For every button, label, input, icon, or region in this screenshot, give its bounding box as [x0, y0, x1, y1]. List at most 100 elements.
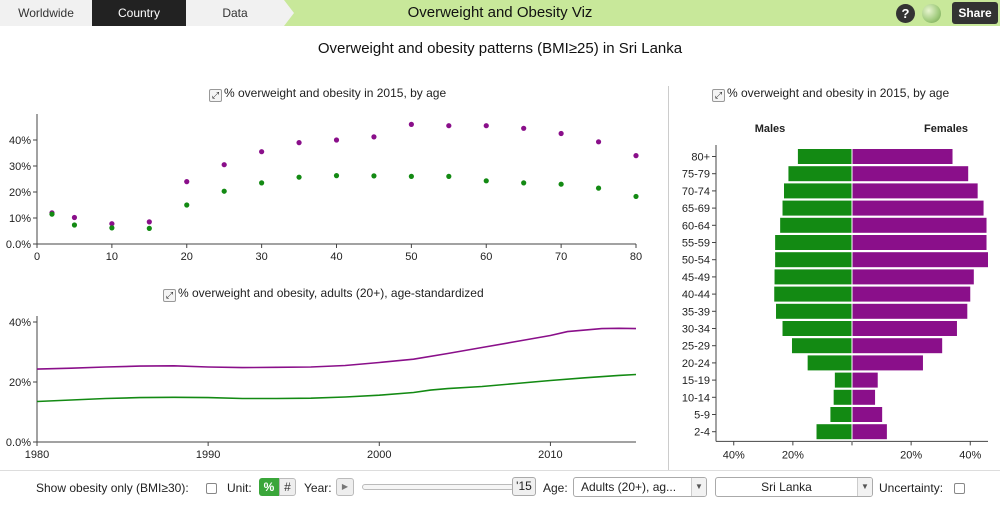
trend-x-tick-label: 1990 [196, 449, 220, 461]
male-point [71, 222, 78, 228]
age-label: Age: [543, 481, 568, 495]
obesity-only-label: Show obesity only (BMI≥30): [36, 481, 189, 495]
males-legend-label: Males [755, 123, 786, 135]
age-group-label: 65-69 [682, 203, 710, 215]
unit-percent-button[interactable]: % [259, 478, 279, 496]
male-bar [791, 338, 852, 354]
female-bar [852, 200, 984, 216]
scatter-x-tick-label: 40 [330, 251, 342, 263]
male-point [184, 202, 190, 208]
pyramid-title: ⤢% overweight and obesity in 2015, by ag… [712, 86, 949, 102]
age-group-label: 15-19 [682, 375, 710, 387]
year-slider-handle[interactable]: '15 [512, 477, 536, 496]
pyramid-x-tick-label: 40% [723, 449, 745, 461]
females-legend-label: Females [924, 123, 968, 135]
age-select-value: Adults (20+), ag... [581, 480, 677, 494]
expand-icon[interactable]: ⤢ [209, 89, 222, 102]
female-point [371, 134, 377, 140]
unit-number-button[interactable]: # [279, 478, 296, 496]
age-group-label: 55-59 [682, 238, 710, 250]
female-bar [852, 321, 957, 336]
age-scatter-title: ⤢% overweight and obesity in 2015, by ag… [209, 86, 446, 102]
age-group-label: 70-74 [682, 186, 710, 198]
female-bar [852, 389, 876, 405]
expand-icon[interactable]: ⤢ [163, 289, 176, 302]
chevron-down-icon: ▼ [691, 478, 706, 496]
age-group-label: 10-14 [682, 392, 710, 404]
uncertainty-checkbox[interactable] [954, 483, 965, 494]
scatter-x-tick-label: 10 [106, 251, 118, 263]
page-title: Overweight and obesity patterns (BMI≥25)… [317, 40, 683, 57]
female-point [296, 140, 302, 146]
female-point [558, 130, 564, 137]
scatter-x-tick-label: 50 [405, 251, 417, 263]
male-bar [775, 252, 852, 268]
female-point [221, 162, 227, 168]
age-group-label: 35-39 [682, 306, 710, 318]
age-scatter-title-text: % overweight and obesity in 2015, by age [224, 86, 447, 100]
expand-icon[interactable]: ⤢ [712, 89, 725, 102]
female-point [184, 179, 190, 185]
trend-x-tick-label: 2010 [538, 449, 562, 461]
male-bar [797, 149, 852, 164]
scatter-x-tick-label: 70 [555, 251, 567, 263]
tab-country[interactable]: Country [92, 0, 186, 26]
age-group-label: 50-54 [682, 255, 710, 267]
age-group-label: 75-79 [682, 169, 710, 181]
age-group-label: 45-49 [682, 272, 710, 284]
trend-y-tick-label: 40% [9, 317, 31, 329]
male-bar [807, 355, 852, 371]
age-group-label: 60-64 [682, 220, 710, 232]
scatter-y-tick-label: 30% [9, 161, 31, 173]
globe-icon[interactable] [922, 4, 941, 23]
male-bar [784, 183, 852, 199]
panel-divider [668, 86, 669, 470]
age-group-label: 25-29 [682, 341, 710, 353]
tab-data-arrow [284, 0, 294, 26]
scatter-x-tick-label: 0 [34, 251, 40, 263]
age-group-label: 80+ [691, 152, 710, 164]
female-bar [852, 286, 971, 302]
obesity-only-checkbox[interactable] [206, 483, 217, 494]
trend-y-tick-label: 20% [9, 377, 31, 389]
female-point [521, 125, 527, 131]
tab-worldwide[interactable]: Worldwide [0, 0, 92, 26]
trend-x-tick-label: 1980 [25, 449, 49, 461]
pyramid-x-tick-label: 20% [900, 449, 922, 461]
male-point [109, 225, 115, 231]
year-label: Year: [304, 481, 332, 495]
female-point [633, 153, 639, 159]
female-point [259, 149, 265, 155]
scatter-x-tick-label: 60 [480, 251, 492, 263]
play-icon[interactable]: ▶ [336, 478, 354, 496]
age-select[interactable]: Adults (20+), ag... ▼ [573, 477, 707, 497]
female-point [146, 219, 152, 225]
uncertainty-label: Uncertainty: [879, 481, 944, 495]
female-point [408, 121, 414, 127]
male-bar [775, 235, 852, 250]
male-point [521, 180, 527, 186]
female-bar [852, 217, 987, 233]
trend-line-title: ⤢% overweight and obesity, adults (20+),… [163, 286, 484, 302]
share-button[interactable]: Share [952, 2, 998, 24]
female-bar [852, 183, 978, 199]
male-point [558, 181, 564, 187]
female-bar [852, 355, 923, 371]
male-point [146, 225, 152, 231]
scatter-y-tick-label: 0.0% [6, 239, 31, 251]
male-bar [774, 269, 852, 285]
tab-data[interactable]: Data [186, 0, 284, 26]
female-bar [852, 407, 883, 422]
country-select[interactable]: Sri Lanka ▼ [715, 477, 873, 497]
male-point [483, 178, 489, 184]
male-bar [834, 372, 852, 388]
male-bar [788, 166, 852, 182]
scatter-x-tick-label: 30 [256, 251, 268, 263]
controls-bar: Show obesity only (BMI≥30): Unit: % # Ye… [0, 470, 1000, 505]
help-button[interactable]: ? [896, 4, 915, 23]
male-bar [780, 217, 852, 233]
male-point [49, 211, 55, 217]
year-slider[interactable] [362, 484, 514, 490]
female-bar [852, 235, 987, 250]
male-bar [776, 303, 852, 319]
